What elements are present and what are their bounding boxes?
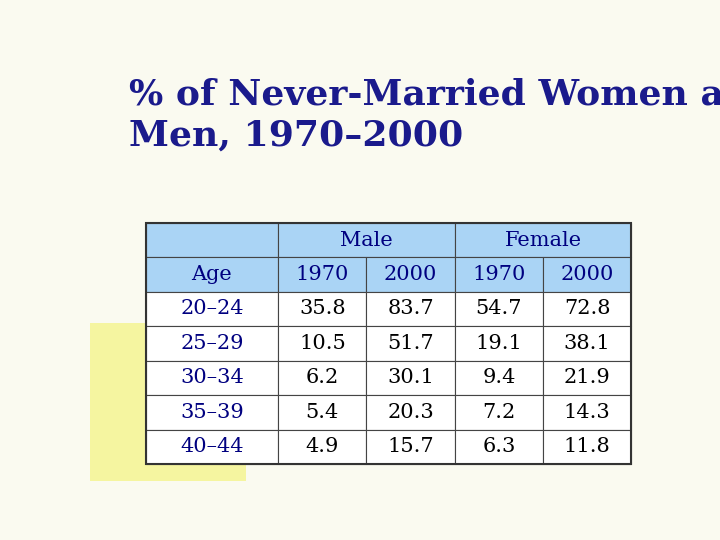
Bar bbox=[278, 429, 366, 464]
Bar bbox=[145, 429, 278, 464]
Text: 10.5: 10.5 bbox=[299, 334, 346, 353]
Bar bbox=[543, 292, 631, 326]
Bar bbox=[455, 292, 543, 326]
Text: 4.9: 4.9 bbox=[306, 437, 339, 456]
Text: 6.2: 6.2 bbox=[306, 368, 339, 387]
Text: 6.3: 6.3 bbox=[482, 437, 516, 456]
Bar bbox=[145, 395, 278, 429]
Text: 51.7: 51.7 bbox=[387, 334, 434, 353]
Bar bbox=[366, 292, 455, 326]
Bar bbox=[455, 429, 543, 464]
Text: 25–29: 25–29 bbox=[180, 334, 244, 353]
Text: 35.8: 35.8 bbox=[299, 300, 346, 319]
Bar bbox=[278, 326, 366, 361]
Bar bbox=[455, 257, 543, 292]
Text: 2000: 2000 bbox=[560, 265, 614, 284]
Bar bbox=[455, 361, 543, 395]
Bar bbox=[90, 322, 246, 481]
Bar bbox=[278, 395, 366, 429]
Bar bbox=[366, 361, 455, 395]
Text: Men, 1970–2000: Men, 1970–2000 bbox=[129, 119, 463, 153]
Text: 11.8: 11.8 bbox=[564, 437, 611, 456]
Text: 30–34: 30–34 bbox=[180, 368, 244, 387]
Text: 1970: 1970 bbox=[296, 265, 349, 284]
Text: Age: Age bbox=[192, 265, 233, 284]
Text: 20–24: 20–24 bbox=[180, 300, 244, 319]
Text: 7.2: 7.2 bbox=[482, 403, 516, 422]
Text: 1970: 1970 bbox=[472, 265, 526, 284]
Text: 19.1: 19.1 bbox=[475, 334, 522, 353]
Bar bbox=[145, 223, 278, 257]
Text: 72.8: 72.8 bbox=[564, 300, 611, 319]
Text: Female: Female bbox=[505, 231, 582, 249]
Text: 14.3: 14.3 bbox=[564, 403, 611, 422]
Bar bbox=[278, 361, 366, 395]
Text: 15.7: 15.7 bbox=[387, 437, 434, 456]
Bar bbox=[366, 429, 455, 464]
Bar bbox=[455, 223, 631, 257]
Text: 30.1: 30.1 bbox=[387, 368, 434, 387]
Bar bbox=[145, 223, 631, 464]
Bar bbox=[145, 361, 278, 395]
Text: 40–44: 40–44 bbox=[180, 437, 244, 456]
Bar bbox=[366, 326, 455, 361]
Text: Male: Male bbox=[340, 231, 393, 249]
Bar bbox=[543, 361, 631, 395]
Bar bbox=[366, 257, 455, 292]
Text: 83.7: 83.7 bbox=[387, 300, 434, 319]
Text: 35–39: 35–39 bbox=[180, 403, 244, 422]
Text: 5.4: 5.4 bbox=[306, 403, 339, 422]
Text: 9.4: 9.4 bbox=[482, 368, 516, 387]
Bar bbox=[455, 395, 543, 429]
Text: 54.7: 54.7 bbox=[476, 300, 522, 319]
Bar bbox=[543, 326, 631, 361]
Bar bbox=[543, 395, 631, 429]
Text: 2000: 2000 bbox=[384, 265, 437, 284]
Bar bbox=[278, 257, 366, 292]
Bar bbox=[543, 257, 631, 292]
Text: 38.1: 38.1 bbox=[564, 334, 611, 353]
Text: 20.3: 20.3 bbox=[387, 403, 434, 422]
Bar bbox=[145, 326, 278, 361]
Bar bbox=[278, 292, 366, 326]
Bar bbox=[455, 326, 543, 361]
Text: % of Never-Married Women and: % of Never-Married Women and bbox=[129, 77, 720, 111]
Bar bbox=[278, 223, 455, 257]
Bar bbox=[145, 292, 278, 326]
Text: 21.9: 21.9 bbox=[564, 368, 611, 387]
Bar bbox=[366, 395, 455, 429]
Bar bbox=[145, 257, 278, 292]
Bar bbox=[543, 429, 631, 464]
